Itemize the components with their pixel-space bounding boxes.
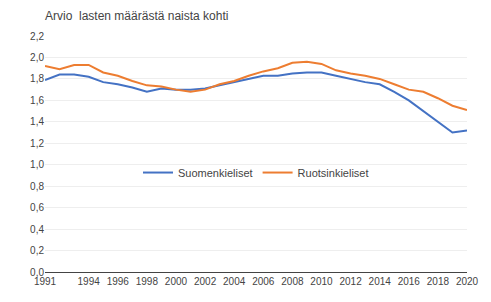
svg-text:2014: 2014 [369, 276, 392, 287]
svg-text:2,2: 2,2 [30, 31, 44, 42]
svg-text:1,2: 1,2 [30, 138, 44, 149]
svg-text:1,0: 1,0 [30, 159, 44, 170]
svg-text:2016: 2016 [398, 276, 421, 287]
svg-text:2002: 2002 [194, 276, 217, 287]
svg-text:1994: 1994 [78, 276, 101, 287]
svg-text:2008: 2008 [281, 276, 304, 287]
svg-text:0,0: 0,0 [30, 267, 44, 278]
svg-text:Arvio lasten määrästä naista: Arvio lasten määrästä naista kohti [45, 9, 228, 23]
svg-text:2012: 2012 [339, 276, 362, 287]
svg-text:0,6: 0,6 [30, 202, 44, 213]
svg-text:2004: 2004 [223, 276, 246, 287]
svg-text:2020: 2020 [456, 276, 479, 287]
svg-text:2000: 2000 [165, 276, 188, 287]
svg-text:Suomenkieliset: Suomenkieliset [178, 167, 253, 179]
svg-text:1,8: 1,8 [30, 73, 44, 84]
svg-text:2,0: 2,0 [30, 52, 44, 63]
svg-text:0,4: 0,4 [30, 224, 44, 235]
svg-text:Ruotsinkieliset: Ruotsinkieliset [298, 167, 369, 179]
svg-text:1,6: 1,6 [30, 95, 44, 106]
svg-text:1,4: 1,4 [30, 116, 44, 127]
svg-text:0,8: 0,8 [30, 181, 44, 192]
svg-text:2010: 2010 [310, 276, 333, 287]
svg-text:0,2: 0,2 [30, 245, 44, 256]
svg-text:1996: 1996 [107, 276, 130, 287]
svg-text:1991: 1991 [34, 276, 57, 287]
svg-text:2006: 2006 [252, 276, 275, 287]
svg-text:1998: 1998 [136, 276, 159, 287]
svg-text:2018: 2018 [427, 276, 450, 287]
